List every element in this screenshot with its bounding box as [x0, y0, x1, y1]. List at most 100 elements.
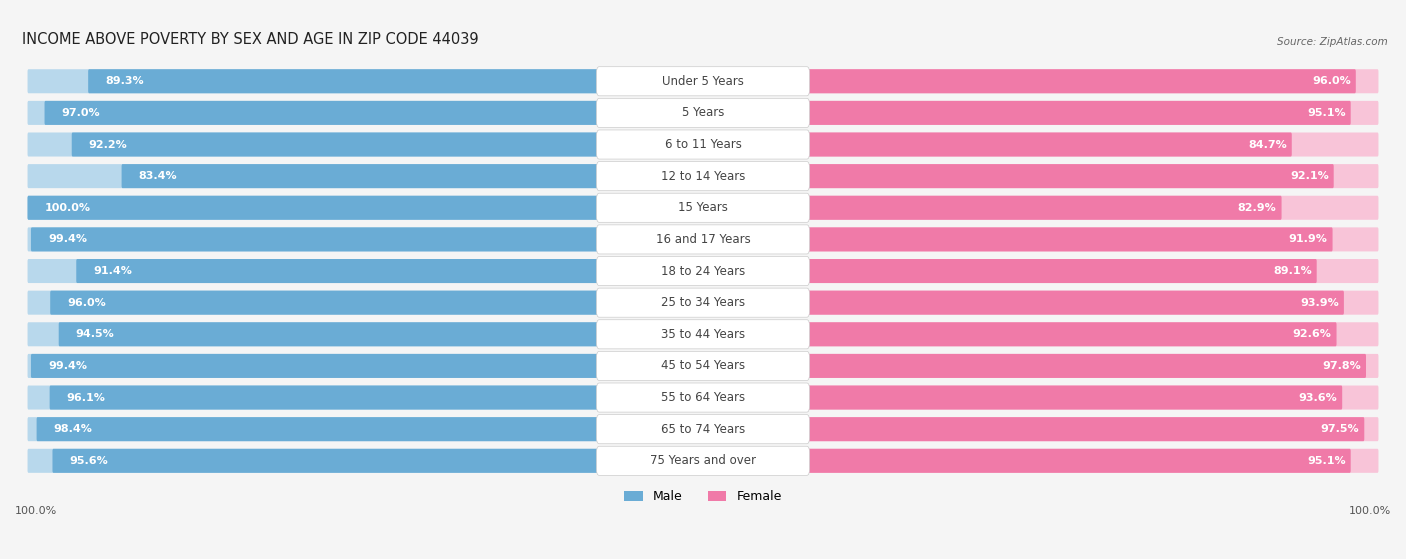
Text: 93.9%: 93.9% [1301, 297, 1339, 307]
Text: 96.1%: 96.1% [66, 392, 105, 402]
FancyBboxPatch shape [28, 196, 600, 220]
Text: 45 to 54 Years: 45 to 54 Years [661, 359, 745, 372]
FancyBboxPatch shape [803, 291, 1344, 315]
FancyBboxPatch shape [49, 386, 603, 410]
FancyBboxPatch shape [52, 449, 603, 473]
FancyBboxPatch shape [806, 323, 1378, 347]
FancyBboxPatch shape [76, 259, 603, 283]
FancyBboxPatch shape [806, 417, 1378, 441]
FancyBboxPatch shape [596, 288, 810, 317]
Text: 99.4%: 99.4% [48, 234, 87, 244]
Text: 97.0%: 97.0% [62, 108, 100, 118]
FancyBboxPatch shape [596, 415, 810, 444]
FancyBboxPatch shape [31, 228, 603, 252]
FancyBboxPatch shape [28, 69, 600, 93]
FancyBboxPatch shape [806, 228, 1378, 252]
FancyBboxPatch shape [803, 228, 1333, 252]
FancyBboxPatch shape [803, 449, 1351, 473]
Text: 100.0%: 100.0% [45, 203, 90, 213]
FancyBboxPatch shape [596, 320, 810, 349]
FancyBboxPatch shape [806, 386, 1378, 410]
FancyBboxPatch shape [806, 259, 1378, 283]
Text: 96.0%: 96.0% [1312, 76, 1351, 86]
Text: 97.5%: 97.5% [1320, 424, 1360, 434]
FancyBboxPatch shape [806, 101, 1378, 125]
Text: 83.4%: 83.4% [139, 171, 177, 181]
Text: 89.3%: 89.3% [105, 76, 143, 86]
Text: Under 5 Years: Under 5 Years [662, 75, 744, 88]
Text: 95.1%: 95.1% [1308, 108, 1346, 118]
Text: 97.8%: 97.8% [1322, 361, 1361, 371]
Text: 94.5%: 94.5% [76, 329, 115, 339]
FancyBboxPatch shape [803, 354, 1367, 378]
Text: INCOME ABOVE POVERTY BY SEX AND AGE IN ZIP CODE 44039: INCOME ABOVE POVERTY BY SEX AND AGE IN Z… [22, 32, 478, 47]
Text: 6 to 11 Years: 6 to 11 Years [665, 138, 741, 151]
FancyBboxPatch shape [596, 130, 810, 159]
Text: 98.4%: 98.4% [53, 424, 93, 434]
Text: 89.1%: 89.1% [1272, 266, 1312, 276]
Text: 75 Years and over: 75 Years and over [650, 454, 756, 467]
FancyBboxPatch shape [803, 323, 1337, 347]
Text: 12 to 14 Years: 12 to 14 Years [661, 169, 745, 183]
FancyBboxPatch shape [803, 196, 1281, 220]
FancyBboxPatch shape [803, 132, 1292, 157]
FancyBboxPatch shape [37, 417, 603, 441]
Text: 25 to 34 Years: 25 to 34 Years [661, 296, 745, 309]
FancyBboxPatch shape [51, 291, 603, 315]
FancyBboxPatch shape [596, 193, 810, 222]
Text: Source: ZipAtlas.com: Source: ZipAtlas.com [1278, 37, 1388, 47]
FancyBboxPatch shape [596, 446, 810, 475]
FancyBboxPatch shape [803, 259, 1316, 283]
FancyBboxPatch shape [596, 225, 810, 254]
FancyBboxPatch shape [596, 162, 810, 191]
Text: 92.2%: 92.2% [89, 140, 128, 149]
FancyBboxPatch shape [89, 69, 603, 93]
Text: 16 and 17 Years: 16 and 17 Years [655, 233, 751, 246]
Text: 100.0%: 100.0% [1348, 506, 1391, 516]
Text: 95.1%: 95.1% [1308, 456, 1346, 466]
Text: 15 Years: 15 Years [678, 201, 728, 214]
FancyBboxPatch shape [803, 386, 1343, 410]
Text: 99.4%: 99.4% [48, 361, 87, 371]
FancyBboxPatch shape [806, 291, 1378, 315]
FancyBboxPatch shape [806, 132, 1378, 157]
FancyBboxPatch shape [596, 257, 810, 286]
Text: 55 to 64 Years: 55 to 64 Years [661, 391, 745, 404]
Legend: Male, Female: Male, Female [619, 485, 787, 508]
FancyBboxPatch shape [72, 132, 603, 157]
FancyBboxPatch shape [806, 69, 1378, 93]
Text: 35 to 44 Years: 35 to 44 Years [661, 328, 745, 341]
Text: 93.6%: 93.6% [1299, 392, 1337, 402]
FancyBboxPatch shape [28, 259, 600, 283]
FancyBboxPatch shape [803, 69, 1355, 93]
FancyBboxPatch shape [806, 354, 1378, 378]
FancyBboxPatch shape [803, 417, 1364, 441]
FancyBboxPatch shape [806, 196, 1378, 220]
Text: 5 Years: 5 Years [682, 106, 724, 120]
Text: 95.6%: 95.6% [70, 456, 108, 466]
FancyBboxPatch shape [28, 417, 600, 441]
FancyBboxPatch shape [45, 101, 603, 125]
FancyBboxPatch shape [28, 354, 600, 378]
FancyBboxPatch shape [28, 101, 600, 125]
FancyBboxPatch shape [28, 386, 600, 410]
FancyBboxPatch shape [803, 164, 1334, 188]
Text: 84.7%: 84.7% [1249, 140, 1286, 149]
FancyBboxPatch shape [596, 383, 810, 412]
FancyBboxPatch shape [806, 449, 1378, 473]
FancyBboxPatch shape [28, 323, 600, 347]
FancyBboxPatch shape [121, 164, 603, 188]
FancyBboxPatch shape [28, 291, 600, 315]
FancyBboxPatch shape [31, 354, 603, 378]
FancyBboxPatch shape [28, 228, 600, 252]
Text: 18 to 24 Years: 18 to 24 Years [661, 264, 745, 277]
FancyBboxPatch shape [28, 132, 600, 157]
FancyBboxPatch shape [596, 352, 810, 381]
Text: 91.4%: 91.4% [93, 266, 132, 276]
Text: 100.0%: 100.0% [15, 506, 58, 516]
FancyBboxPatch shape [28, 449, 600, 473]
Text: 91.9%: 91.9% [1289, 234, 1327, 244]
FancyBboxPatch shape [806, 164, 1378, 188]
Text: 96.0%: 96.0% [67, 297, 105, 307]
Text: 92.6%: 92.6% [1292, 329, 1331, 339]
